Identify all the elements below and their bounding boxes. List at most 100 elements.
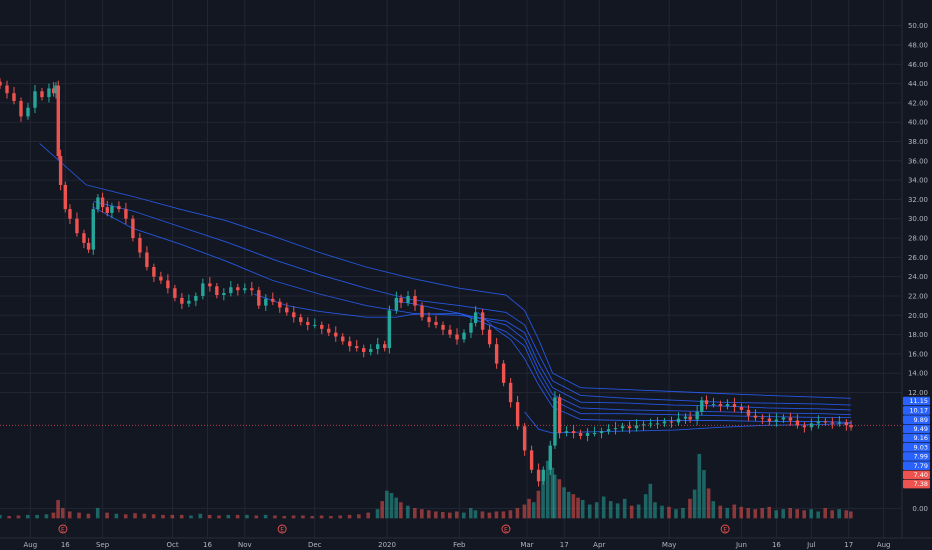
volume-bar — [660, 505, 664, 519]
price-badge-label: 7.38 — [914, 480, 928, 488]
volume-bar — [179, 514, 184, 519]
volume-bar — [123, 514, 128, 519]
volume-bar — [338, 515, 343, 519]
volume-bar — [60, 507, 65, 519]
candle-body — [96, 197, 100, 210]
volume-bar — [448, 512, 452, 519]
candle-body — [469, 322, 473, 333]
volume-bar — [473, 510, 478, 519]
candle-body — [774, 419, 779, 422]
candle-body — [557, 397, 562, 434]
x-tick-label: Sep — [96, 541, 110, 549]
price-badge: 9.89 — [903, 415, 930, 424]
price-badge-box — [903, 406, 930, 415]
vwap-band-line — [393, 300, 851, 419]
volume-bar — [441, 512, 445, 519]
candle-body — [695, 411, 699, 420]
volume-bar — [399, 502, 403, 519]
volume-bar — [235, 514, 240, 519]
volume-bar — [688, 498, 692, 519]
candle-body — [613, 428, 618, 430]
candle-body — [33, 91, 37, 108]
y-tick-label: 16.00 — [908, 350, 928, 358]
candle-body — [138, 238, 142, 253]
candle-body — [243, 288, 247, 291]
price-badge-label: 11.15 — [909, 397, 928, 405]
volume-bar — [7, 516, 11, 519]
volume-bar — [254, 515, 259, 519]
candle-body — [683, 416, 688, 419]
y-tick-label: 22.00 — [908, 292, 928, 300]
volume-bar — [760, 507, 765, 519]
x-tick-label: Oct — [166, 541, 178, 549]
candle-body — [718, 404, 723, 407]
candle-body — [578, 433, 583, 436]
volume-bar — [51, 512, 56, 519]
volume-bar — [522, 504, 527, 519]
volume-bar — [781, 509, 786, 519]
candle-body — [599, 431, 604, 434]
x-tick-label: Aug — [23, 541, 37, 549]
candle-body — [5, 85, 9, 94]
candle-body — [548, 445, 552, 470]
x-tick-label: Jun — [735, 541, 747, 549]
volume-bar — [774, 510, 779, 519]
volume-bar — [697, 453, 702, 519]
price-badge-label: 10.17 — [909, 407, 928, 415]
candle-body — [809, 423, 814, 428]
candle-body — [487, 329, 492, 345]
vwap-band-line — [39, 143, 852, 399]
x-tick-label: Apr — [593, 541, 605, 549]
vwap-band-line — [93, 200, 852, 406]
x-tick-label: Dec — [308, 541, 322, 549]
volume-bar — [217, 515, 221, 519]
y-tick-label: 48.00 — [908, 41, 928, 49]
price-badge-box — [903, 452, 930, 461]
price-axis[interactable]: 50.00 48.00 46.00 44.00 42.00 40.00 38.00 36.00… — [908, 22, 928, 513]
candle-body — [152, 267, 156, 277]
y-tick-label: 34.00 — [908, 177, 928, 185]
candle-body — [229, 287, 233, 294]
volume-bars — [0, 453, 853, 519]
y-tick-label: 50.00 — [908, 22, 928, 30]
volume-bar — [375, 509, 380, 519]
price-badge: 7.38 — [903, 479, 930, 489]
event-marker-circle — [277, 524, 287, 534]
y-tick-label: 18.00 — [908, 331, 928, 339]
volume-bar — [580, 499, 585, 519]
price-badge-box — [903, 424, 930, 434]
volume-bar — [263, 514, 268, 519]
volume-bar — [413, 507, 417, 519]
candle-body — [75, 218, 79, 234]
candle-body — [753, 415, 758, 418]
event-marker-circle — [720, 524, 730, 534]
candle-body — [515, 402, 520, 427]
y-tick-label: 0.00 — [912, 505, 928, 513]
candle-body — [56, 85, 60, 156]
price-badge-label: 7.79 — [914, 462, 928, 470]
candle-body — [222, 293, 226, 295]
candle-body — [194, 295, 198, 301]
price-badges: 11.15 10.179.899.499.169.03 7.997.797.407.… — [903, 396, 930, 489]
volume-bar — [674, 509, 678, 519]
volume-bar — [16, 515, 21, 519]
event-marker-label: E — [280, 526, 284, 533]
time-axis-panel[interactable] — [0, 538, 932, 550]
candle-body — [19, 100, 23, 117]
candle-body — [250, 288, 254, 291]
volume-bar — [629, 505, 634, 519]
price-badge-label: 9.03 — [914, 443, 928, 451]
candle-body — [732, 404, 737, 407]
candle-body — [849, 425, 853, 428]
event-marker: E — [58, 524, 68, 534]
candle-body — [394, 297, 399, 311]
volume-bar — [310, 516, 315, 519]
volume-bar — [77, 512, 81, 519]
volume-bar — [823, 507, 827, 519]
volume-bar — [753, 509, 758, 519]
volume-bar — [420, 509, 424, 519]
time-axis[interactable]: Aug 16 Sep Oct 16 Nov Dec 2020 Feb Mar 17 Apr May Jun… — [23, 541, 890, 549]
